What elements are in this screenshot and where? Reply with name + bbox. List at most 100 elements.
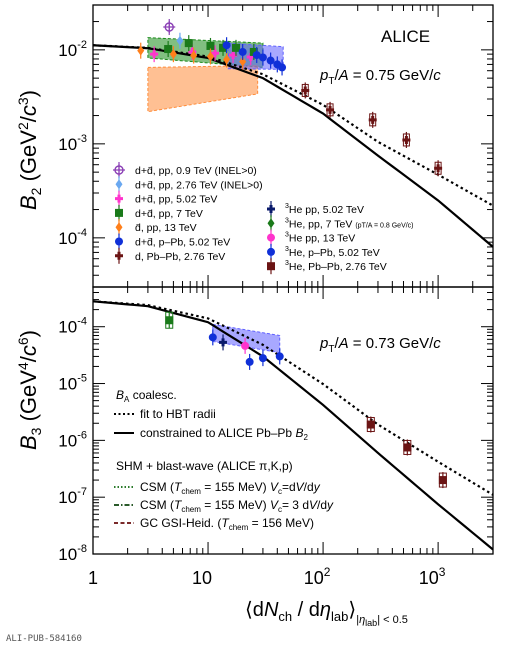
- data-marker: [115, 222, 123, 233]
- data-marker: [231, 43, 240, 52]
- data-marker: [245, 357, 254, 366]
- data-marker-cross: [163, 21, 176, 34]
- legend-entry-helium: 3He pp, 13 TeV: [285, 232, 355, 245]
- data-marker: [219, 338, 228, 347]
- data-marker: [403, 443, 412, 452]
- data-marker: [219, 43, 228, 52]
- y-tick-label: 10-8: [58, 543, 87, 564]
- data-marker: [258, 354, 267, 363]
- legend-entry-helium: 3He pp, 5.02 TeV: [285, 203, 364, 216]
- pbpb-constrained-curve: [93, 44, 493, 248]
- data-marker: [267, 205, 275, 213]
- data-marker: [266, 56, 275, 65]
- data-marker: [208, 333, 217, 342]
- axis-ticks: 10-4 10-3 10-2 10-8 10-7 10-6 10-5 10-4 1 10 102 10…: [58, 4, 494, 588]
- y-tick-label: 10-5: [58, 373, 87, 394]
- hbt-fit-curve: [93, 44, 493, 207]
- data-points: [137, 19, 447, 489]
- legend-entry-deuteron: d̄, pp, 13 TeV: [135, 222, 197, 234]
- data-marker: [249, 47, 258, 56]
- legend-coalescence: BA coalesc. fit to HBT radii constrained…: [114, 388, 308, 442]
- y-tick-label: 10-4: [58, 316, 87, 337]
- data-marker: [267, 218, 275, 229]
- legend-entry-deuteron: d+d̄, pp, 2.76 TeV (INEL>0): [135, 179, 263, 191]
- legend-entry-deuteron: d+d̄, p–Pb, 5.02 TeV: [135, 237, 230, 249]
- legend-entry-deuteron: d+d̄, pp, 0.9 TeV (INEL>0): [135, 165, 257, 177]
- data-marker: [238, 47, 247, 56]
- x-tick-label: 1: [88, 568, 98, 588]
- y-tick-label: 10-4: [58, 227, 87, 248]
- data-marker: [438, 476, 447, 485]
- data-marker: [258, 53, 267, 62]
- data-marker: [184, 39, 193, 48]
- legend-entry-deuteron: d, Pb–Pb, 2.76 TeV: [135, 251, 225, 263]
- svg-text:CSM (Tchem = 155 MeV) Vc=dV/dy: CSM (Tchem = 155 MeV) Vc=dV/dy: [140, 480, 321, 496]
- data-marker: [275, 352, 284, 361]
- data-marker: [165, 316, 174, 325]
- data-marker: [176, 35, 184, 46]
- data-marker: [206, 41, 215, 50]
- data-marker: [169, 49, 177, 60]
- data-marker: [241, 341, 250, 350]
- data-marker: [267, 262, 275, 271]
- publication-id: ALI-PUB-584160: [6, 634, 82, 644]
- data-marker: [222, 41, 231, 50]
- pbpb-constrained-curve: [93, 300, 493, 551]
- x-tick-label: 102: [304, 565, 331, 588]
- x-tick-label: 10: [192, 568, 212, 588]
- top-annotation: pT/A = 0.75 GeV/c: [319, 67, 441, 87]
- data-marker: [115, 194, 123, 203]
- data-marker: [301, 86, 310, 95]
- coalescence-curves: [93, 44, 493, 551]
- data-marker: [368, 115, 377, 124]
- data-marker: [190, 50, 198, 61]
- data-marker: [137, 45, 145, 56]
- xlabel: ⟨dNch / dηlab⟩|ηlab| < 0.5: [245, 599, 408, 628]
- data-marker: [115, 251, 123, 260]
- svg-text:BA coalesc.: BA coalesc.: [116, 388, 177, 404]
- bottom-ylabel: B3 (GeV4/c6): [15, 330, 44, 450]
- legend-entry-helium: 3He, p–Pb, 5.02 TeV: [285, 246, 380, 259]
- hbt-fit-curve: [93, 300, 493, 496]
- y-tick-label: 10-7: [58, 486, 87, 507]
- data-marker: [150, 50, 159, 59]
- svg-text:CSM (Tchem = 155 MeV) Vc= 3 dV: CSM (Tchem = 155 MeV) Vc= 3 dV/dy: [140, 498, 334, 514]
- model-band: [147, 65, 259, 113]
- data-marker: [402, 135, 411, 144]
- data-marker: [239, 56, 247, 67]
- data-marker: [434, 164, 443, 173]
- data-marker: [115, 208, 123, 217]
- legend-entry-helium: 3He, pp, 7 TeV (pT/A = 0.8 GeV/c): [285, 217, 414, 230]
- y-tick-label: 10-3: [58, 133, 87, 154]
- legend-deuteron: d+d̄, pp, 0.9 TeV (INEL>0) d+d̄, pp, 2.76…: [113, 162, 263, 264]
- bottom-panel-frame: [92, 286, 494, 555]
- y-tick-label: 10-6: [58, 429, 87, 450]
- legend-shm: SHM + blast-wave (ALICE π,K,p) CSM (Tche…: [114, 459, 334, 532]
- data-marker: [267, 247, 275, 256]
- data-marker: [278, 63, 287, 72]
- data-marker: [164, 45, 173, 54]
- data-marker: [267, 233, 275, 242]
- svg-text:constrained to ALICE Pb–Pb B2: constrained to ALICE Pb–Pb B2: [140, 426, 308, 442]
- data-marker: [115, 179, 123, 190]
- bottom-annotation: pT/A = 0.73 GeV/c: [319, 335, 441, 355]
- legend-entry-deuteron: d+d̄, pp, 7 TeV: [135, 208, 203, 220]
- data-marker: [252, 51, 261, 60]
- data-marker: [223, 54, 231, 65]
- svg-text:SHM + blast-wave (ALICE π,K,p): SHM + blast-wave (ALICE π,K,p): [116, 459, 293, 473]
- data-marker: [326, 105, 335, 114]
- top-ylabel: B2 (GeV2/c3): [15, 90, 44, 210]
- svg-text:GC GSI-Heid. (Tchem = 156 MeV): GC GSI-Heid. (Tchem = 156 MeV): [140, 516, 314, 532]
- data-marker: [206, 51, 214, 62]
- y-tick-label: 10-2: [58, 39, 87, 60]
- experiment-label: ALICE: [381, 27, 430, 46]
- data-marker: [115, 237, 123, 246]
- data-marker: [211, 49, 220, 58]
- legend-fit-hbt: fit to HBT radii: [140, 407, 216, 421]
- data-marker: [366, 420, 375, 429]
- legend-entry-deuteron: d+d̄, pp, 5.02 TeV: [135, 194, 217, 206]
- data-marker-cross: [113, 164, 125, 176]
- x-tick-label: 103: [419, 565, 446, 588]
